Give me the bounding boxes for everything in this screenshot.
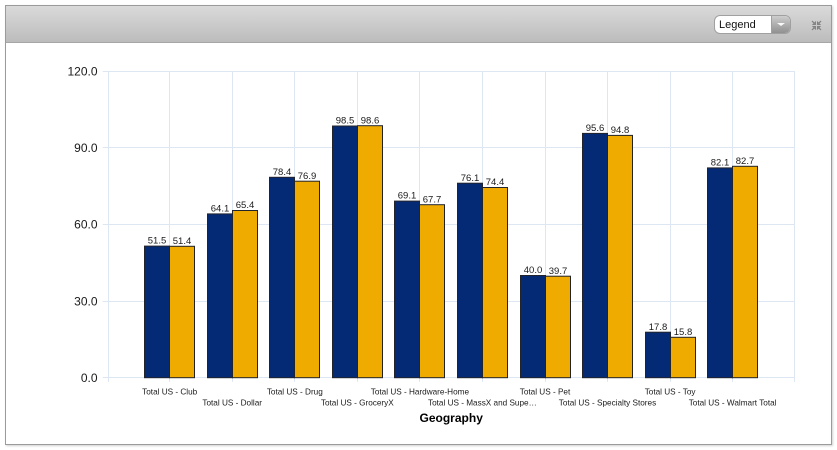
svg-text:78.4: 78.4	[273, 167, 292, 178]
svg-text:95.6: 95.6	[586, 123, 605, 134]
svg-text:98.6: 98.6	[361, 115, 380, 126]
svg-text:30.0: 30.0	[74, 294, 98, 308]
svg-text:Total US - Drug: Total US - Drug	[267, 388, 323, 397]
svg-text:67.7: 67.7	[423, 194, 442, 205]
svg-text:40.0: 40.0	[524, 265, 543, 276]
svg-text:98.5: 98.5	[336, 116, 355, 127]
svg-text:94.8: 94.8	[611, 125, 630, 136]
svg-text:17.8: 17.8	[649, 322, 668, 333]
svg-text:Geography: Geography	[420, 411, 484, 425]
svg-text:15.8: 15.8	[674, 327, 693, 338]
svg-text:0.0: 0.0	[81, 371, 98, 385]
svg-text:Total US - Dollar: Total US - Dollar	[202, 399, 262, 408]
svg-text:Total US - GroceryX: Total US - GroceryX	[321, 399, 394, 408]
svg-text:60.0: 60.0	[74, 218, 98, 232]
svg-text:120.0: 120.0	[67, 64, 97, 78]
svg-text:Total US - Specialty Stores: Total US - Specialty Stores	[559, 399, 656, 408]
svg-text:Total US - MassX and Supe…: Total US - MassX and Supe…	[428, 399, 537, 408]
svg-text:51.5: 51.5	[148, 236, 167, 247]
svg-text:74.4: 74.4	[486, 177, 505, 188]
svg-text:Total US - Toy: Total US - Toy	[645, 388, 697, 397]
svg-text:76.1: 76.1	[461, 173, 480, 184]
svg-text:82.1: 82.1	[711, 158, 730, 169]
svg-text:90.0: 90.0	[74, 141, 98, 155]
svg-text:82.7: 82.7	[736, 156, 755, 167]
svg-text:51.4: 51.4	[173, 236, 192, 247]
svg-text:Total US - Pet: Total US - Pet	[520, 388, 571, 397]
svg-text:69.1: 69.1	[398, 191, 417, 202]
svg-text:39.7: 39.7	[549, 266, 568, 277]
svg-text:65.4: 65.4	[236, 200, 255, 211]
svg-text:76.9: 76.9	[298, 171, 317, 182]
svg-text:Total US - Walmart Total: Total US - Walmart Total	[689, 399, 777, 408]
svg-text:Total US - Club: Total US - Club	[142, 388, 198, 397]
svg-text:Total US - Hardware-Home: Total US - Hardware-Home	[371, 388, 470, 397]
svg-text:64.1: 64.1	[211, 204, 230, 215]
